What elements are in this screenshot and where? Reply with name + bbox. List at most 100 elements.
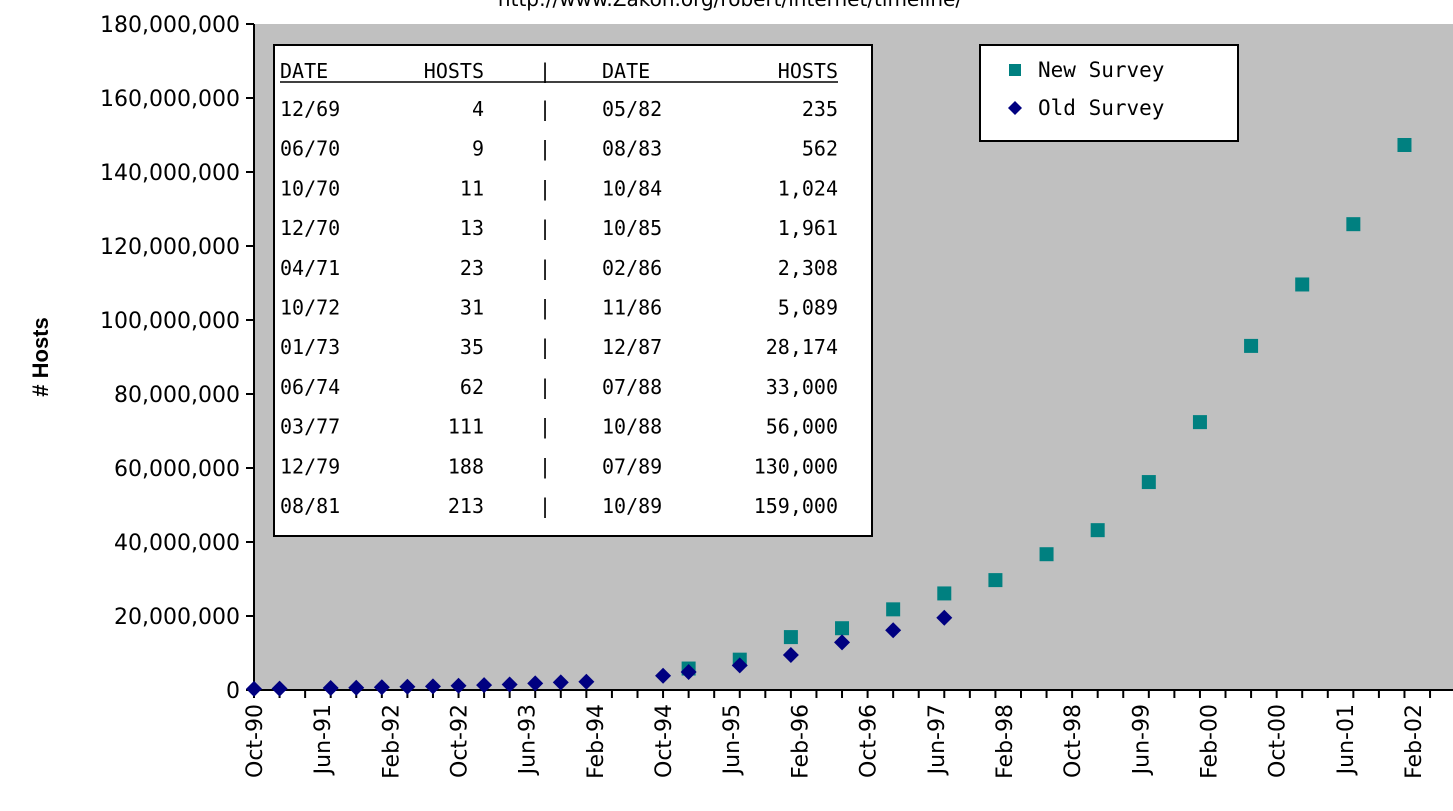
x-tick-label: Jun-97 [925,704,950,776]
y-tick-label: 0 [226,679,240,704]
inset-table-cell: 56,000 [766,415,838,439]
y-tick-label: 180,000,000 [100,13,240,38]
old-survey-point [271,680,288,697]
legend-label: Old Survey [1038,96,1164,120]
old-survey-point [424,678,441,695]
inset-table-cell: 10/85 [602,216,662,240]
y-tick-label: 160,000,000 [100,87,240,112]
inset-table-cell: 10/70 [280,176,340,200]
new-survey-point [1141,475,1156,490]
new-survey-point [1295,277,1310,292]
tick-labels: 0 20,000,000 40,000,000 60,000,000 80,000,00… [100,13,1427,779]
inset-table-cell: 5,089 [778,296,838,320]
inset-table-header: DATE [602,59,650,83]
old-survey-point [552,674,569,691]
x-tick-label: Oct-96 [857,704,882,778]
legend-box [979,44,1239,142]
inset-table-cell: 62 [460,375,484,399]
inset-table-cell: 111 [448,415,484,439]
inset-table: DATE HOSTS | DATE HOSTS 12/69 4 | 05/82 235 06/70 9… [273,44,873,537]
x-tick-label: Feb-96 [788,704,813,779]
inset-table-cell: | [539,375,551,399]
inset-table-cell: 01/73 [280,335,340,359]
new-survey-point [1244,338,1259,353]
axes [246,23,1453,698]
inset-table-cell: | [539,216,551,240]
x-tick-label: Jun-99 [1129,704,1154,776]
inset-table-cell: | [539,176,551,200]
x-tick-label: Oct-00 [1266,704,1291,778]
x-tick-label: Jun-91 [311,704,336,776]
inset-table-cell: 12/87 [602,335,662,359]
old-survey-point [655,667,672,684]
old-survey-point [348,679,365,696]
y-tick-label: 40,000,000 [114,531,240,556]
inset-table-cell: | [539,494,551,518]
inset-table-cell: 11/86 [602,296,662,320]
old-survey-point [834,634,851,651]
old-survey-point [476,677,493,694]
inset-table-frame [273,44,873,537]
x-tick-label: Feb-00 [1197,704,1222,779]
inset-table-cell: 10/89 [602,494,662,518]
inset-table-cell: 08/83 [602,137,662,161]
new-survey-point [1039,547,1054,562]
old-survey-point [885,622,902,639]
y-axis-label: # Hosts [28,317,53,396]
y-tick-label: 140,000,000 [100,161,240,186]
legend-label: New Survey [1038,58,1164,82]
inset-table-cell: 9 [472,137,484,161]
inset-table-cell: 10/72 [280,296,340,320]
inset-table-header: HOSTS [424,59,484,83]
inset-table-cell: | [539,256,551,280]
inset-table-header: DATE [280,59,328,83]
old-survey-point [680,664,697,681]
inset-table-cell: 28,174 [766,335,838,359]
inset-table-cell: 12/79 [280,454,340,478]
inset-table-cell: 33,000 [766,375,838,399]
inset-table-cell: | [539,296,551,320]
new-survey-point [835,621,850,636]
new-survey-point [1192,415,1207,430]
x-tick-label: Oct-94 [652,704,677,778]
inset-table-cell: 03/77 [280,415,340,439]
y-tick-label: 80,000,000 [114,383,240,408]
x-tick-label: Oct-92 [448,704,473,778]
legend-square-marker [1009,64,1021,76]
x-tick-label: Jun-95 [720,704,745,776]
x-tick-label: Feb-98 [993,704,1018,779]
x-tick-label: Oct-98 [1061,704,1086,778]
x-tick-label: Oct-90 [243,704,268,778]
x-tick-label: Feb-02 [1402,704,1427,779]
data-points [246,137,1412,697]
inset-table-header: HOSTS [778,59,838,83]
inset-table-cell: 23 [460,256,484,280]
old-survey-point [782,646,799,663]
y-tick-label: 120,000,000 [100,235,240,260]
new-survey-point [1090,523,1105,538]
new-survey-point [886,602,901,617]
old-survey-point [246,680,262,697]
x-tick-label: Jun-01 [1334,704,1359,776]
inset-table-cell: 35 [460,335,484,359]
inset-table-cell: | [539,137,551,161]
old-survey-point [527,675,544,692]
inset-table-cell: 159,000 [754,494,838,518]
inset-table-cell: 1,961 [778,216,838,240]
inset-table-cell: 235 [802,97,838,121]
inset-table-cell: | [539,454,551,478]
new-survey-point [783,630,798,645]
old-survey-point [936,609,953,626]
y-tick-label: 100,000,000 [100,309,240,334]
new-survey-point [937,586,952,601]
inset-table-cell: 07/89 [602,454,662,478]
inset-table-cell: 4 [472,97,484,121]
inset-table-cell: 130,000 [754,454,838,478]
x-tick-label: Feb-92 [379,704,404,779]
inset-table-cell: 10/88 [602,415,662,439]
inset-table-cell: 05/82 [602,97,662,121]
inset-table-cell: 13 [460,216,484,240]
x-tick-label: Feb-94 [584,704,609,779]
inset-table-cell: 2,308 [778,256,838,280]
old-survey-point [578,673,595,690]
